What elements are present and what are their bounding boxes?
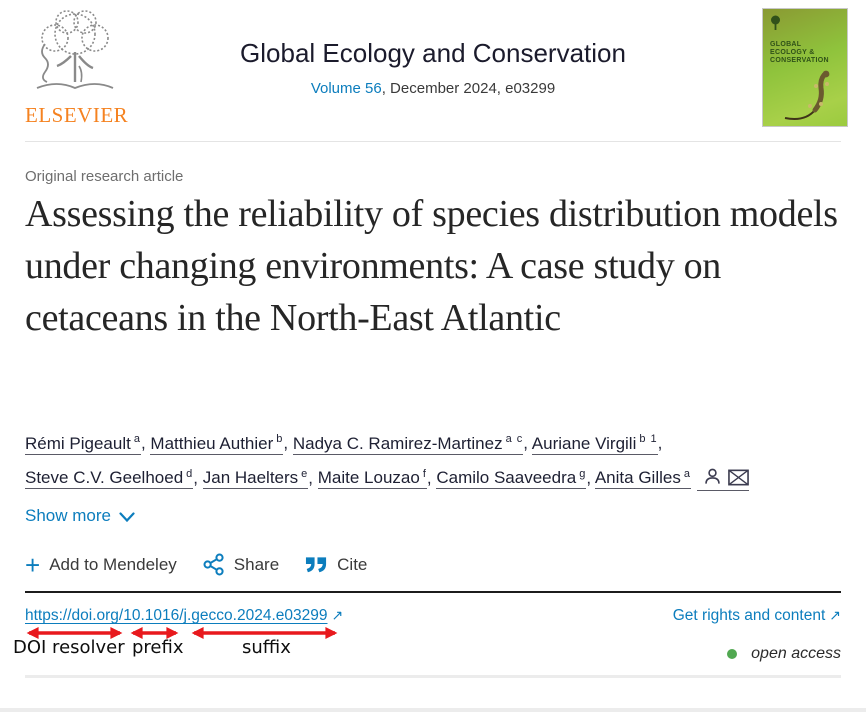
add-to-mendeley-label: Add to Mendeley xyxy=(49,554,177,574)
journal-title-link[interactable]: Global Ecology and Conservation xyxy=(240,38,626,68)
cover-title: GLOBAL ECOLOGY & CONSERVATION xyxy=(770,41,829,64)
footer-divider xyxy=(25,675,841,678)
prefix-label: prefix xyxy=(132,637,184,658)
author-link[interactable]: Jan Haelters e xyxy=(202,467,309,490)
author-link[interactable]: Rémi Pigeault a xyxy=(25,433,141,455)
open-access-dot-icon xyxy=(727,649,738,659)
author-link[interactable]: Auriane Virgili b 1 xyxy=(531,433,658,455)
share-button[interactable]: Share xyxy=(203,553,279,576)
open-access-badge: open access xyxy=(727,645,841,663)
authors-block: Rémi Pigeault a, Matthieu Authier b, Nadya… xyxy=(25,424,837,493)
doi-annotation-arrows xyxy=(26,627,338,639)
cover-gecko-icon xyxy=(784,70,830,120)
elsevier-tree-icon xyxy=(36,10,114,89)
cite-quote-icon xyxy=(306,556,327,572)
author-link[interactable]: Maite Louzao f xyxy=(317,467,427,490)
share-icon xyxy=(203,553,224,576)
volume-link[interactable]: Volume 56 xyxy=(310,80,382,97)
authors-list: Rémi Pigeault a, Matthieu Authier b, Nadya… xyxy=(25,433,691,490)
journal-header: Global Ecology and Conservation Volume 5… xyxy=(133,38,733,97)
cover-logo-icon xyxy=(771,15,780,30)
show-more-button[interactable]: Show more xyxy=(25,506,135,526)
show-more-label: Show more xyxy=(25,506,111,525)
open-access-label: open access xyxy=(751,645,841,662)
share-label: Share xyxy=(233,554,280,574)
corresponding-author-icons xyxy=(696,467,749,492)
envelope-icon[interactable] xyxy=(728,469,749,486)
author-link[interactable]: Nadya C. Ramirez-Martinez a c xyxy=(292,433,524,455)
author-link[interactable]: Matthieu Authier b xyxy=(150,433,284,455)
elsevier-logo[interactable]: ELSEVIER xyxy=(25,8,129,128)
get-rights-label: Get rights and content xyxy=(672,607,826,624)
external-link-icon: ↗ xyxy=(829,607,841,623)
get-rights-link[interactable]: Get rights and content ↗ xyxy=(673,607,841,625)
doi-link[interactable]: https://doi.org/10.1016/j.gecco.2024.e03… xyxy=(25,607,343,625)
cite-button[interactable]: Cite xyxy=(305,555,367,575)
plus-icon: + xyxy=(25,549,41,580)
cite-label: Cite xyxy=(337,554,368,574)
author-link[interactable]: Steve C.V. Geelhoed d xyxy=(25,467,194,490)
suffix-label: suffix xyxy=(242,637,291,658)
chevron-down-icon xyxy=(119,512,135,523)
doi-resolver-label: DOI resolver xyxy=(13,637,125,658)
author-link[interactable]: Anita Gilles a xyxy=(594,467,691,490)
doi-url-text: https://doi.org/10.1016/j.gecco.2024.e03… xyxy=(25,607,328,624)
add-to-mendeley-button[interactable]: + Add to Mendeley xyxy=(25,549,177,580)
header-divider xyxy=(25,141,841,142)
person-icon[interactable] xyxy=(703,467,722,486)
author-link[interactable]: Camilo Saaveedra g xyxy=(436,467,587,490)
volume-line: Volume 56, December 2024, e03299 xyxy=(133,80,733,97)
article-title: Assessing the reliability of species dis… xyxy=(25,193,838,339)
action-bar: + Add to Mendeley Share Cite xyxy=(25,549,393,580)
section-divider xyxy=(25,591,841,593)
bottom-edge-divider xyxy=(0,708,866,712)
article-type-label: Original research article xyxy=(25,168,184,185)
elsevier-wordmark: ELSEVIER xyxy=(25,103,129,127)
journal-cover-thumbnail[interactable]: GLOBAL ECOLOGY & CONSERVATION xyxy=(762,8,848,127)
issue-info: , December 2024, e03299 xyxy=(381,80,556,97)
external-link-icon: ↗ xyxy=(331,607,344,623)
